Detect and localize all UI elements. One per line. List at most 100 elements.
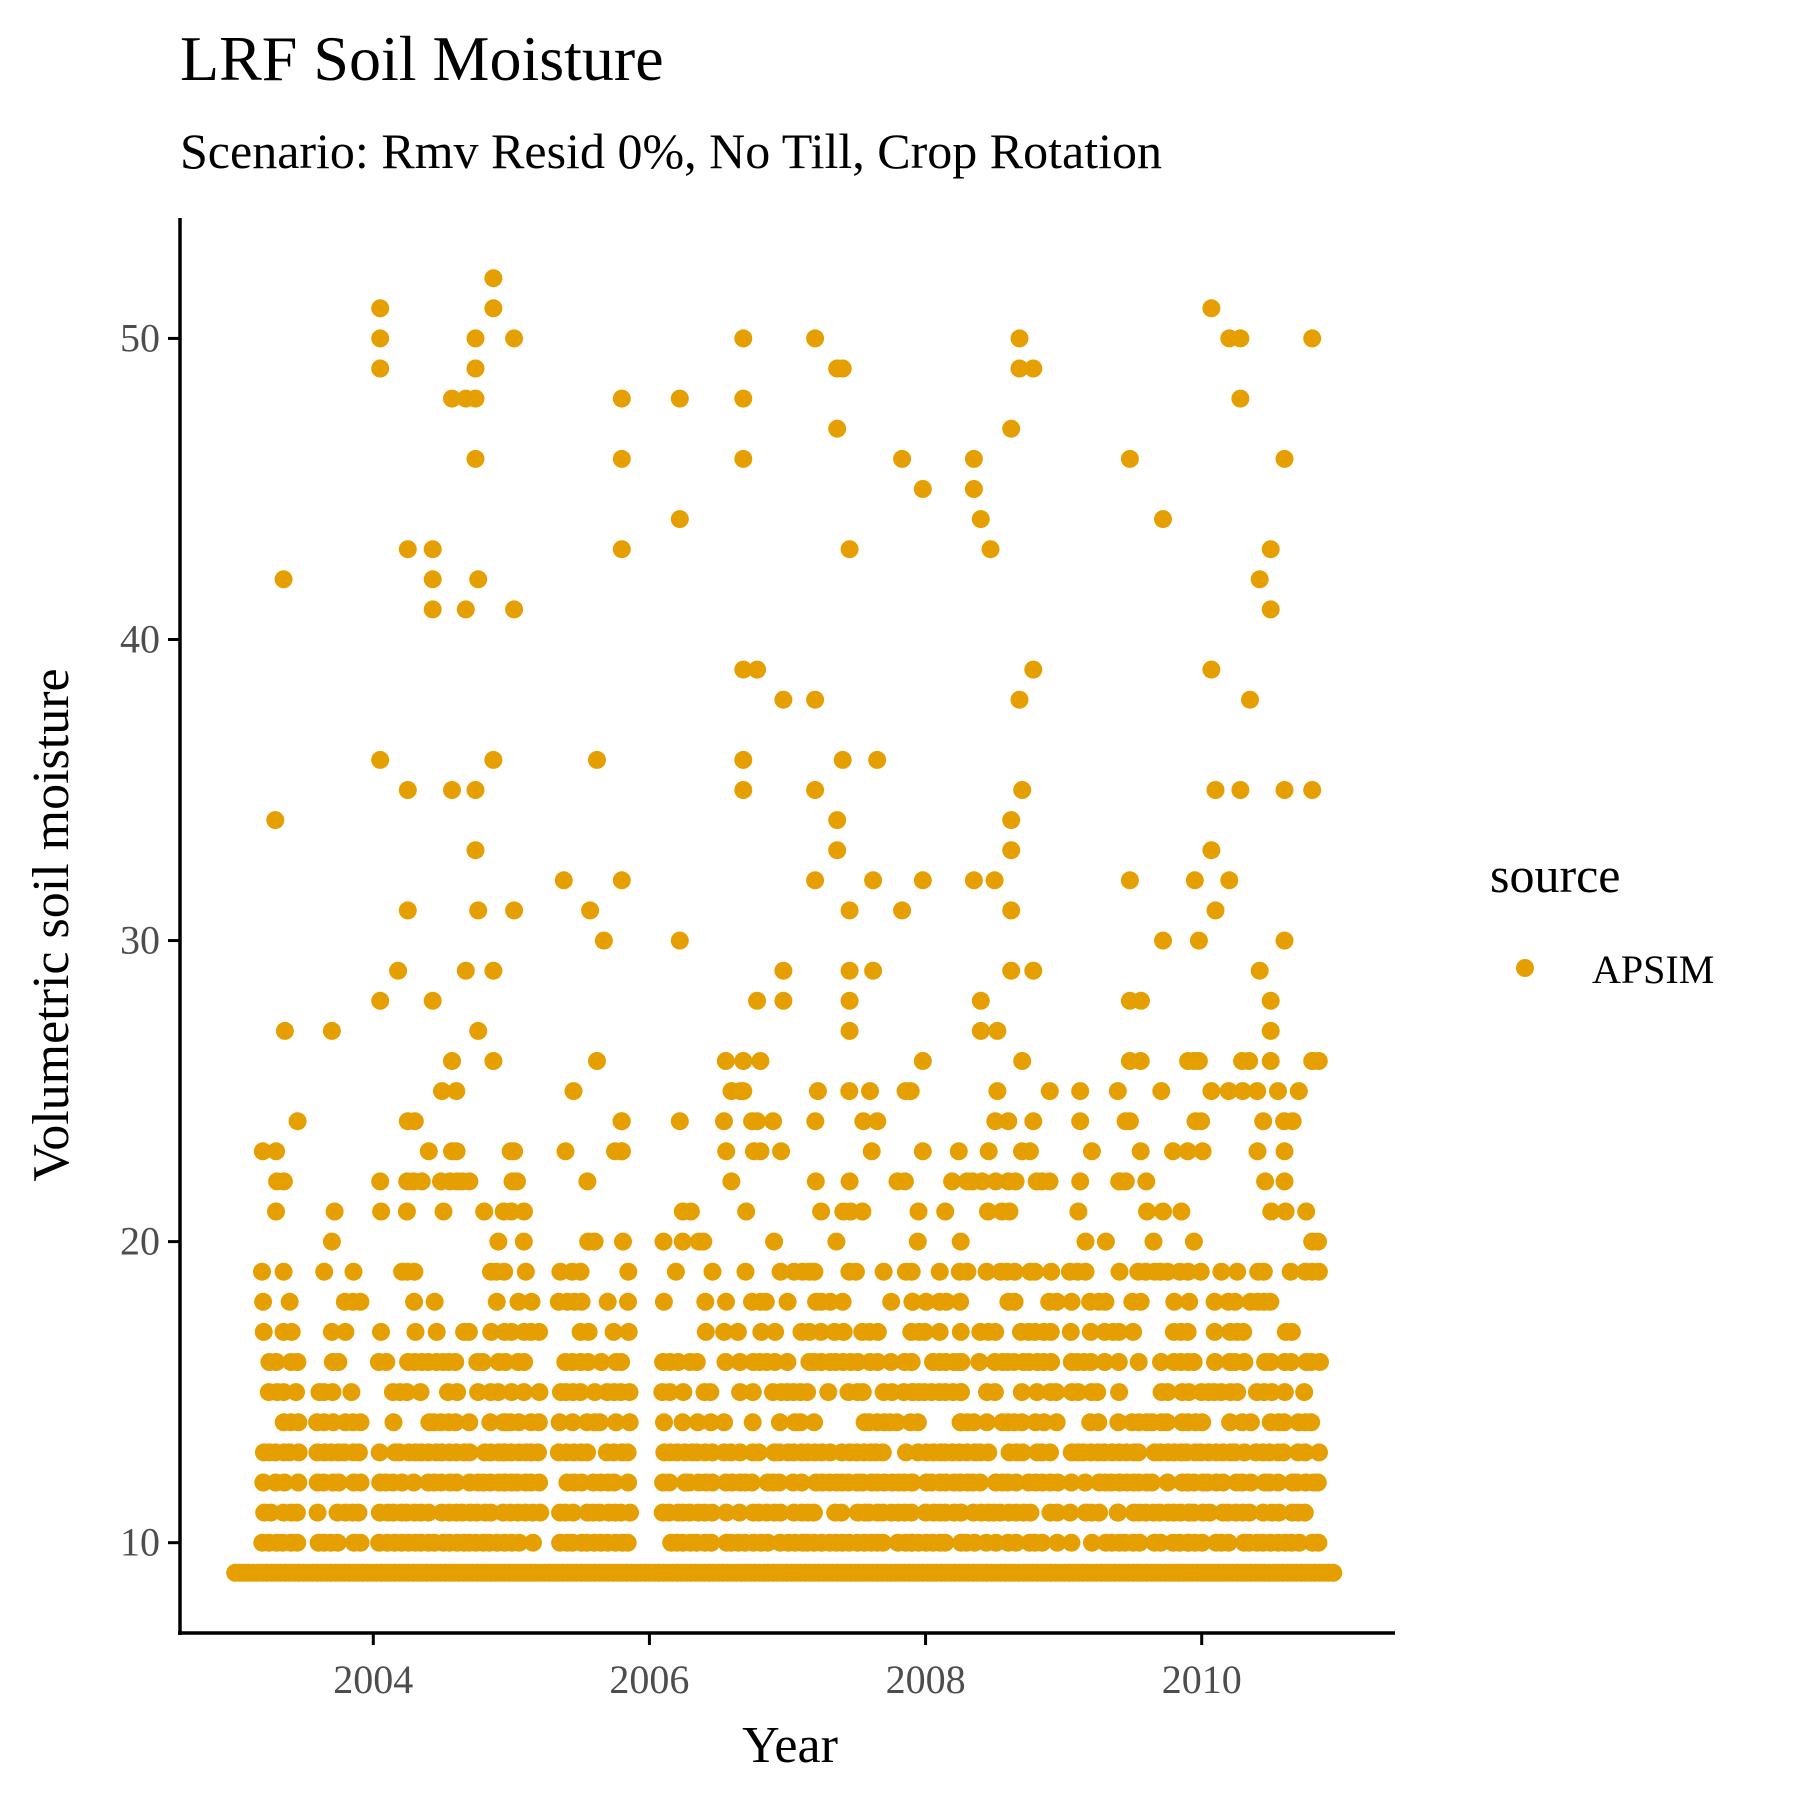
data-point [840, 1021, 859, 1040]
data-point [288, 1112, 307, 1131]
data-point [902, 1262, 921, 1281]
y-tick-label: 10 [120, 1520, 160, 1565]
data-point [1309, 1262, 1328, 1281]
data-point [1206, 901, 1225, 920]
data-point [986, 1112, 1005, 1131]
data-point [1235, 1353, 1254, 1371]
data-point [1289, 1082, 1308, 1101]
data-point [329, 1473, 348, 1492]
data-point [267, 1142, 286, 1161]
data-point [734, 329, 753, 348]
data-point [728, 1322, 747, 1341]
data-point [585, 1383, 604, 1402]
data-point [881, 1353, 900, 1371]
data-point [325, 1202, 344, 1221]
data-point [460, 1413, 479, 1432]
x-tick-label: 2008 [886, 1657, 966, 1702]
data-point [964, 449, 983, 468]
data-point [1193, 1142, 1212, 1161]
data-point [502, 1322, 521, 1341]
data-point [930, 1322, 949, 1341]
data-point [1007, 1473, 1026, 1492]
data-point [1262, 1202, 1281, 1221]
data-point [731, 1082, 750, 1101]
data-point [1109, 1413, 1128, 1432]
data-point [1303, 329, 1322, 348]
data-point [756, 1292, 775, 1311]
data-point [771, 1503, 790, 1522]
data-point [489, 1232, 508, 1251]
data-point [1062, 1292, 1081, 1311]
data-point [964, 480, 983, 498]
data-point [371, 329, 390, 348]
data-point [578, 1172, 597, 1191]
data-point [666, 1262, 685, 1281]
data-point [774, 961, 793, 980]
data-point [1274, 1443, 1293, 1462]
data-point [524, 1533, 542, 1552]
data-point [254, 1473, 273, 1492]
data-point [1154, 931, 1172, 950]
data-point [840, 991, 859, 1010]
data-point [1144, 1232, 1163, 1251]
data-point [1041, 1322, 1060, 1341]
data-point [979, 1443, 998, 1462]
data-point [1061, 1503, 1080, 1522]
data-point [447, 1142, 466, 1161]
data-point [588, 750, 606, 769]
data-point [1028, 1383, 1046, 1402]
data-point [1283, 1112, 1302, 1131]
data-point [902, 1353, 921, 1371]
data-point [1248, 1142, 1267, 1161]
data-point [1007, 1533, 1026, 1552]
data-point [1152, 1082, 1171, 1101]
data-point [1228, 1262, 1247, 1281]
data-point [612, 1353, 631, 1371]
data-point [466, 841, 485, 860]
data-point [510, 1533, 529, 1552]
data-point [1310, 1443, 1328, 1462]
data-point [660, 1383, 679, 1402]
data-point [778, 1292, 797, 1311]
data-point [423, 540, 442, 559]
data-point [1180, 1292, 1199, 1311]
data-point [612, 449, 631, 468]
data-point [979, 1202, 997, 1221]
data-point [398, 540, 417, 559]
data-point [460, 1172, 479, 1191]
data-point [771, 1262, 790, 1281]
data-point [971, 991, 990, 1010]
data-point [902, 1503, 921, 1522]
data-point [937, 1292, 956, 1311]
data-point [502, 1383, 521, 1402]
data-point [951, 1232, 970, 1251]
data-point [1185, 1052, 1203, 1070]
data-point [1296, 1443, 1315, 1462]
data-point [515, 1353, 534, 1371]
data-point [612, 871, 631, 890]
data-point [821, 1292, 840, 1311]
data-point [986, 1172, 1005, 1191]
data-point [1240, 1503, 1259, 1522]
data-point [371, 359, 390, 378]
data-point [722, 1172, 741, 1191]
data-point [423, 991, 442, 1010]
data-point [1241, 1473, 1260, 1492]
data-point [1129, 1443, 1148, 1462]
data-point [274, 1383, 293, 1402]
data-point [322, 1322, 341, 1341]
data-point [1219, 1533, 1238, 1552]
data-point [1154, 510, 1172, 529]
data-point [893, 449, 912, 468]
data-point [903, 1292, 922, 1311]
data-point [1233, 1082, 1252, 1101]
data-point [1012, 1383, 1031, 1402]
data-point [612, 1142, 631, 1161]
data-point [508, 1172, 526, 1191]
data-point [1154, 1202, 1172, 1221]
data-point [1129, 1353, 1148, 1371]
data-point [1000, 1202, 1019, 1221]
data-point [1202, 299, 1221, 318]
data-point [620, 1413, 639, 1432]
data-point [443, 781, 461, 799]
